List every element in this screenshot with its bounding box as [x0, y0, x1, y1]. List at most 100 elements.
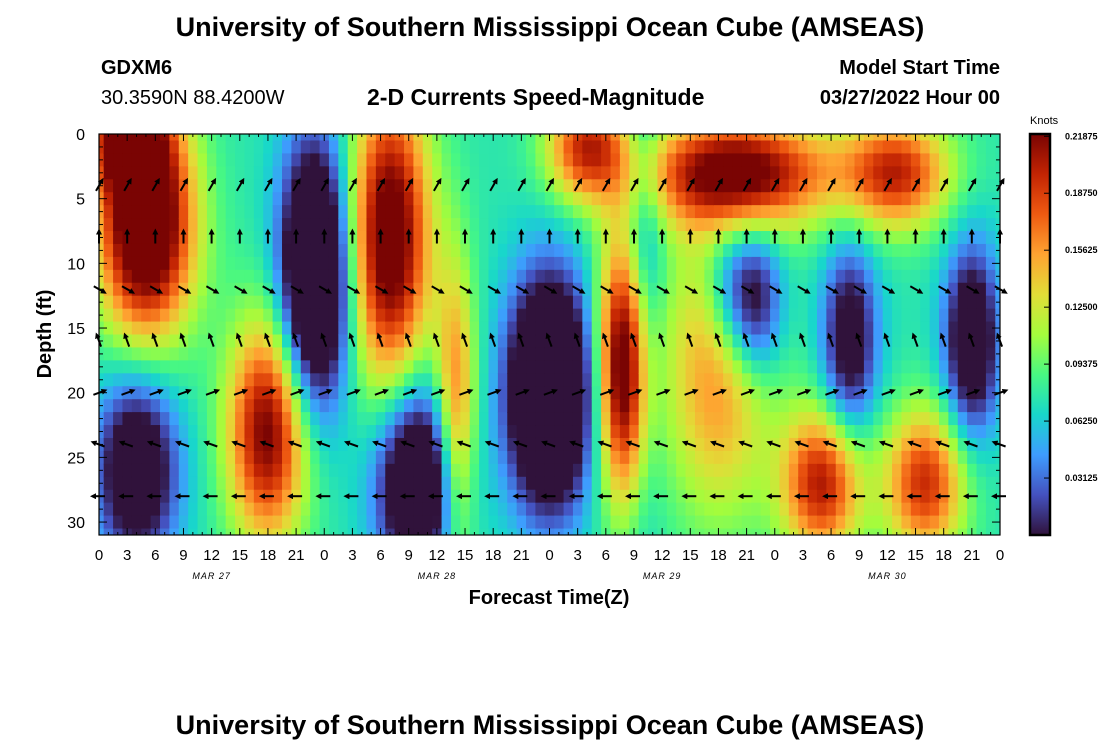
heatmap-cell: [816, 153, 827, 167]
heatmap-cell: [845, 360, 856, 374]
heatmap-cell: [460, 515, 471, 530]
heatmap-cell: [892, 166, 903, 180]
heatmap-cell: [694, 321, 705, 336]
current-arrow: [262, 285, 276, 294]
heatmap-cell: [948, 295, 959, 310]
heatmap-cell: [779, 360, 790, 374]
heatmap-cell: [160, 308, 170, 323]
heatmap-cell: [619, 269, 630, 284]
heatmap-cell: [469, 134, 480, 142]
heatmap-cell: [272, 399, 283, 413]
heatmap-cell: [544, 463, 555, 478]
heatmap-cell: [526, 256, 537, 271]
heatmap-cell: [404, 269, 415, 284]
heatmap-cell: [770, 360, 781, 374]
heatmap-cell: [901, 134, 912, 142]
heatmap-cell: [404, 450, 415, 465]
heatmap-cell: [253, 243, 264, 258]
heatmap-cell: [253, 450, 264, 465]
heatmap-cell: [497, 134, 508, 142]
heatmap-cell: [206, 153, 217, 167]
heatmap-cell: [535, 166, 546, 180]
heatmap-cell: [854, 192, 865, 206]
heatmap-cell: [328, 347, 339, 361]
heatmap-cell: [854, 399, 865, 413]
heatmap-cell: [845, 256, 856, 271]
heatmap-cell: [516, 218, 527, 232]
heatmap-cell: [807, 373, 818, 387]
heatmap-cell: [122, 243, 133, 258]
heatmap-cell: [657, 243, 668, 258]
heatmap-cell: [526, 243, 537, 258]
heatmap-cell: [770, 192, 781, 206]
heatmap-cell: [160, 166, 170, 180]
heatmap-cell: [282, 140, 293, 155]
heatmap-cell: [263, 476, 274, 491]
heatmap-cell: [882, 425, 893, 439]
heatmap-cell: [319, 218, 330, 232]
heatmap-cell: [779, 515, 790, 530]
heatmap-cell: [563, 386, 574, 400]
heatmap-cell: [591, 476, 602, 491]
heatmap-cell: [394, 243, 405, 258]
heatmap-cell: [901, 192, 912, 206]
heatmap-cell: [732, 425, 743, 439]
heatmap-cell: [216, 412, 227, 426]
current-arrow: [346, 285, 361, 294]
heatmap-cell: [788, 179, 799, 193]
heatmap-cell: [450, 243, 461, 258]
heatmap-cell: [723, 256, 734, 271]
heatmap-cell: [141, 153, 152, 167]
heatmap-cell: [563, 134, 574, 142]
heatmap-cell: [554, 425, 565, 439]
heatmap-cell: [892, 528, 903, 535]
heatmap-cell: [694, 231, 705, 245]
heatmap-cell: [413, 308, 424, 323]
heatmap-cell: [610, 373, 621, 387]
heatmap-cell: [244, 153, 255, 167]
heatmap-cell: [169, 134, 180, 142]
heatmap-cell: [526, 205, 537, 219]
heatmap-cell: [150, 269, 161, 284]
heatmap-cell: [760, 243, 771, 258]
heatmap-cell: [807, 515, 818, 530]
current-arrow: [545, 177, 554, 192]
heatmap-cell: [291, 295, 302, 310]
heatmap-cell: [704, 308, 715, 323]
heatmap-cell: [103, 399, 114, 413]
heatmap-cell: [394, 256, 405, 271]
heatmap-cell: [479, 192, 490, 206]
heatmap-cell: [835, 450, 846, 465]
x-tick-label: 15: [907, 547, 924, 564]
current-arrow: [376, 332, 384, 347]
heatmap-cell: [863, 256, 874, 271]
heatmap-cell: [713, 153, 724, 167]
heatmap-cell: [216, 218, 227, 232]
heatmap-cell: [685, 515, 696, 530]
heatmap-cell: [450, 502, 461, 517]
heatmap-cell: [554, 373, 565, 387]
heatmap-cell: [347, 153, 358, 167]
heatmap-cell: [676, 463, 687, 478]
heatmap-cell: [507, 399, 518, 413]
heatmap-cell: [422, 347, 433, 361]
heatmap-cell: [385, 463, 396, 478]
heatmap-cell: [582, 321, 593, 336]
heatmap-cell: [300, 140, 311, 155]
heatmap-cell: [141, 528, 152, 535]
heatmap-cell: [751, 437, 762, 452]
heatmap-cell: [591, 243, 602, 258]
heatmap-cell: [544, 153, 555, 167]
heatmap-cell: [366, 256, 377, 271]
heatmap-cell: [432, 450, 443, 465]
heatmap-cell: [131, 308, 142, 323]
heatmap-cell: [920, 192, 931, 206]
heatmap-cell: [873, 295, 884, 310]
heatmap-cell: [319, 347, 330, 361]
heatmap-cell: [319, 412, 330, 426]
heatmap-cell: [948, 243, 959, 258]
heatmap-cell: [375, 412, 386, 426]
heatmap-cell: [544, 502, 555, 517]
heatmap-cell: [901, 282, 912, 297]
heatmap-cell: [873, 437, 884, 452]
